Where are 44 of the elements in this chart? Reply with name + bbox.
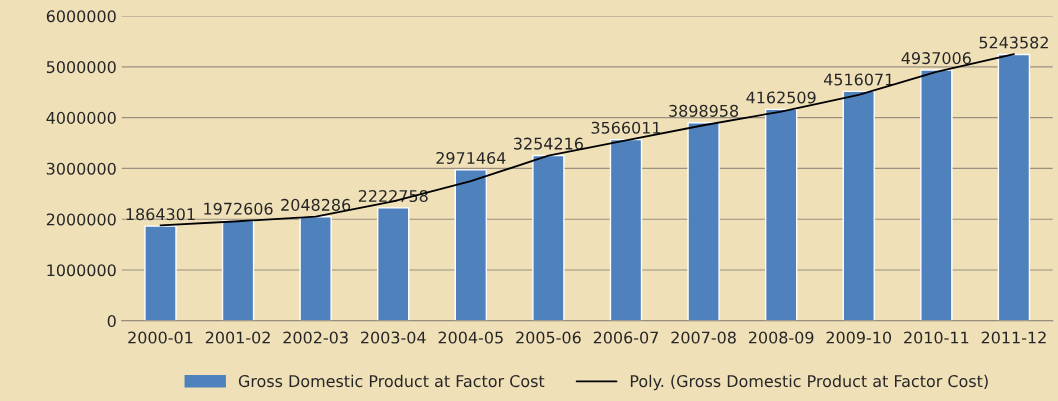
y-tick-label: 2000000 <box>46 213 116 226</box>
bar <box>454 169 488 321</box>
y-tick-label: 1000000 <box>47 264 116 277</box>
bar <box>532 154 565 321</box>
bar <box>997 53 1031 321</box>
data-label: 5243582 <box>979 36 1048 49</box>
bar <box>299 216 332 321</box>
data-label: 1864301 <box>126 208 195 221</box>
data-label: 4937006 <box>901 52 971 65</box>
bar <box>920 69 953 321</box>
y-tick-label: 3000000 <box>46 162 116 175</box>
bar <box>377 207 410 321</box>
x-tick-label: 2008-09 <box>748 331 814 344</box>
bar <box>842 90 875 321</box>
data-label: 3566011 <box>591 121 661 134</box>
data-label: 1972606 <box>204 202 273 215</box>
x-tick-label: 2006-07 <box>593 331 658 344</box>
bar <box>144 225 177 321</box>
x-tick-label: 2011-12 <box>981 331 1046 344</box>
x-tick-label: 2009-10 <box>826 331 892 344</box>
data-label: 2048286 <box>281 198 351 211</box>
legend-label: Poly. (Gross Domestic Product at Factor Cost) <box>630 374 988 391</box>
y-tick-label: 5000000 <box>46 61 116 74</box>
data-label: 2971464 <box>436 151 506 164</box>
bar <box>221 219 255 321</box>
x-tick-label: 2004-05 <box>438 331 503 344</box>
x-tick-label: 2010-11 <box>904 331 969 344</box>
x-tick-label: 2005-06 <box>516 331 581 344</box>
x-tick-label: 2000-01 <box>128 331 193 344</box>
x-tick-label: 2003-04 <box>361 331 426 344</box>
data-label: 4516071 <box>823 73 893 86</box>
y-tick-label: 0 <box>107 315 116 328</box>
data-label: 3898958 <box>669 104 739 117</box>
data-label: 4162509 <box>746 91 816 104</box>
legend-label: Gross Domestic Product at Factor Cost <box>238 374 545 388</box>
bar <box>687 122 720 321</box>
x-tick-label: 2007-08 <box>671 331 736 344</box>
y-tick-label: 6000000 <box>46 10 116 23</box>
data-label: 3254216 <box>514 137 583 150</box>
x-tick-label: 2002-03 <box>283 331 348 344</box>
x-tick-label: 2001-02 <box>205 331 270 344</box>
bar <box>764 108 798 321</box>
y-tick-label: 4000000 <box>46 111 116 124</box>
bar <box>609 138 643 321</box>
